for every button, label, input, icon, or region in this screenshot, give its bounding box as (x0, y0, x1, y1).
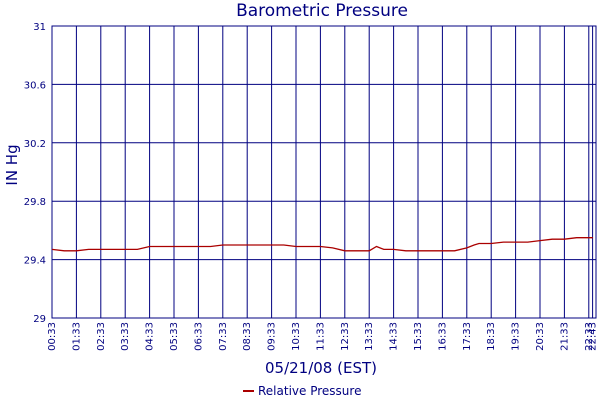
x-tick-label: 22:43 (588, 322, 599, 351)
y-tick-label: 31 (33, 22, 46, 33)
y-tick-label: 30.6 (24, 80, 46, 91)
x-tick-label: 01:33 (71, 322, 82, 351)
x-tick-label: 15:33 (413, 322, 424, 351)
x-tick-label: 21:33 (559, 322, 570, 351)
x-tick-label: 09:33 (267, 322, 278, 351)
x-tick-label: 03:33 (120, 322, 131, 351)
y-tick-label: 30.2 (24, 139, 46, 150)
chart-title: Barometric Pressure (236, 1, 408, 21)
y-axis-ticks: 29 29.4 29.8 30.2 30.6 31 (24, 22, 46, 325)
y-axis-label: IN Hg (3, 144, 21, 185)
plot-area (51, 25, 597, 319)
x-tick-label: 22:33 (584, 322, 595, 351)
x-tick-label: 11:33 (315, 322, 326, 351)
y-tick-label: 29 (33, 314, 46, 325)
x-tick-label: 12:33 (340, 322, 351, 351)
x-tick-label: 17:33 (462, 322, 473, 351)
x-axis-label: 05/21/08 (EST) (265, 359, 377, 377)
x-tick-label: 19:33 (511, 322, 522, 351)
series-line-relative-pressure (51, 237, 593, 252)
x-tick-label: 14:33 (389, 322, 400, 351)
x-axis-ticks: 00:33 01:33 02:33 03:33 04:33 05:33 06:33 07:33… (47, 322, 599, 351)
x-tick-label: 00:33 (47, 322, 58, 351)
gridlines (51, 25, 596, 319)
x-tick-label: 20:33 (535, 322, 546, 351)
x-tick-label: 07:33 (218, 322, 229, 351)
series-layer (51, 237, 593, 252)
legend-label: Relative Pressure (258, 384, 361, 398)
x-tick-label: 04:33 (145, 322, 156, 351)
y-tick-label: 29.4 (24, 256, 46, 267)
x-tick-label: 10:33 (291, 322, 302, 351)
x-tick-label: 13:33 (364, 322, 375, 351)
y-tick-label: 29.8 (24, 197, 46, 208)
legend: Relative Pressure (243, 384, 361, 398)
x-tick-label: 18:33 (486, 322, 497, 351)
x-tick-label: 02:33 (96, 322, 107, 351)
x-tick-label: 05:33 (169, 322, 180, 351)
x-tick-label: 08:33 (242, 322, 253, 351)
x-tick-label: 16:33 (437, 322, 448, 351)
x-tick-label: 06:33 (193, 322, 204, 351)
